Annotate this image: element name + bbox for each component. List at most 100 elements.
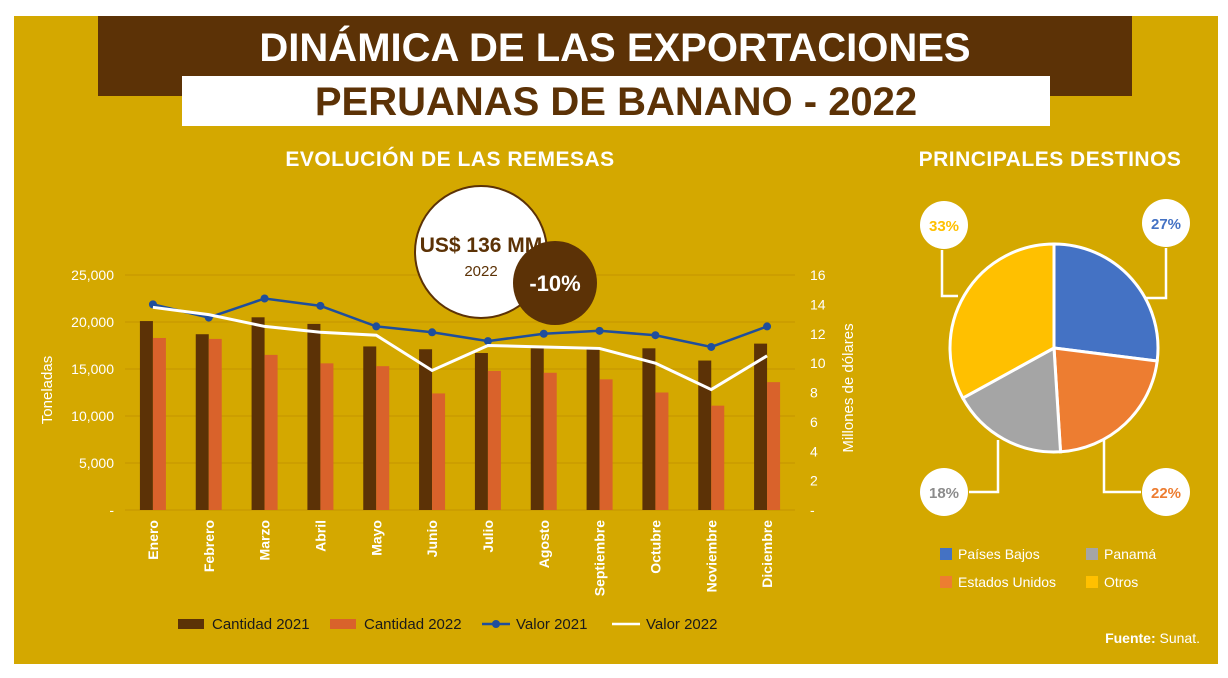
- month-label: Junio: [424, 520, 440, 557]
- bar-cantidad-2021: [139, 321, 153, 510]
- pie-label-badge: [1142, 199, 1190, 247]
- y-axis-title: Toneladas: [39, 356, 56, 424]
- month-label: Abril: [312, 520, 328, 552]
- pie-label-badge: [920, 201, 968, 249]
- pie-legend-swatch: [1086, 576, 1098, 588]
- month-label: Enero: [145, 520, 161, 560]
- point-valor-2021: [316, 301, 325, 310]
- bar-cantidad-2021: [642, 348, 656, 510]
- y-tick-label: 20,000: [71, 314, 114, 330]
- bar-cantidad-2022: [152, 337, 166, 510]
- pie-labels: 27% 22% 18% 33%: [920, 199, 1190, 516]
- callout-year: 2022: [464, 263, 497, 280]
- source-note: Fuente: Sunat.: [1105, 630, 1200, 646]
- callout-value: US$ 136 MM: [420, 234, 543, 257]
- y-tick-label: 25,000: [71, 267, 114, 283]
- month-label: Marzo: [257, 520, 273, 560]
- pie-percent-label: 33%: [929, 218, 959, 235]
- point-valor-2021: [260, 294, 269, 303]
- pie-percent-label: 18%: [929, 485, 959, 502]
- pie-legend-swatch: [1086, 548, 1098, 560]
- line-valor-2021: [152, 297, 768, 349]
- bar-cantidad-2022: [767, 382, 781, 510]
- pie-slice: [1052, 242, 1160, 363]
- bar-cantidad-2022: [376, 366, 390, 510]
- callout-change: -10%: [529, 271, 580, 296]
- bar-cantidad-2021: [195, 334, 209, 510]
- y-tick-label: 15,000: [71, 361, 114, 377]
- month-label: Octubre: [647, 520, 663, 574]
- y2-tick-label: 14: [810, 296, 826, 312]
- point-valor-2021: [595, 326, 604, 335]
- page-title: DINÁMICA DE LAS EXPORTACIONES: [259, 26, 971, 70]
- y2-tick-label: 4: [810, 443, 818, 459]
- legend-swatch: [178, 619, 204, 629]
- point-valor-2021: [763, 322, 772, 331]
- remittances-chart: - 5,000 10,000 15,000 20,000 25,000 - 2 4 6 8 10 12…: [39, 267, 857, 633]
- bar-cantidad-2022: [543, 372, 557, 510]
- pie-legend-label: Otros: [1104, 574, 1138, 590]
- point-valor-2021: [539, 329, 548, 338]
- bar-cantidad-2021: [530, 348, 544, 510]
- pie-percent-label: 22%: [1151, 485, 1181, 502]
- bar-cantidad-2022: [655, 392, 669, 510]
- bar-cantidad-2021: [307, 323, 321, 510]
- pie-connector: [1102, 440, 1141, 494]
- month-label: Mayo: [368, 520, 384, 556]
- bar-cantidad-2022: [208, 338, 222, 510]
- pie-label-badge: [920, 468, 968, 516]
- pie-legend-label: Estados Unidos: [958, 574, 1056, 590]
- point-valor-2021: [651, 331, 660, 340]
- bar-cantidad-2021: [419, 349, 433, 510]
- pie-slice: [960, 345, 1063, 454]
- pie-slice: [1052, 346, 1159, 454]
- total-value-callout: US$ 136 MM 2022 -10%: [414, 185, 597, 325]
- point-valor-2021: [707, 342, 716, 351]
- pie-label-badge: [1142, 468, 1190, 516]
- pie-slice: [948, 242, 1056, 401]
- pie-legend-label: Países Bajos: [958, 546, 1040, 562]
- month-label: Agosto: [536, 520, 552, 568]
- bar-cantidad-2021: [474, 353, 488, 510]
- pie-percent-label: 27%: [1151, 216, 1181, 233]
- bar-cantidad-2021: [586, 349, 600, 510]
- y2-tick-label: 2: [810, 473, 818, 489]
- left-axis-ticks: - 5,000 10,000 15,000 20,000 25,000: [71, 267, 114, 518]
- bar-cantidad-2022: [320, 363, 334, 510]
- bar-cantidad-2021: [251, 317, 265, 510]
- legend-label: Cantidad 2021: [212, 616, 310, 633]
- change-circle: [513, 241, 597, 325]
- pie-legend: Países Bajos Estados Unidos Panamá Otros: [940, 546, 1156, 590]
- pie-connector: [940, 250, 958, 298]
- x-axis-labels: Enero Febrero Marzo Abril Mayo Junio Julio Agos…: [145, 520, 775, 596]
- bar-cantidad-2022: [599, 379, 613, 510]
- source-label: Fuente:: [1105, 630, 1156, 646]
- legend-swatch: [330, 619, 356, 629]
- chart-legend: Cantidad 2021 Cantidad 2022 Valor 2021 Valo…: [178, 616, 717, 633]
- y-tick-label: 10,000: [71, 408, 114, 424]
- y2-tick-label: 8: [810, 385, 818, 401]
- chart-lines: [148, 294, 772, 392]
- bar-cantidad-2022: [432, 393, 446, 510]
- line-valor-2022: [152, 305, 768, 392]
- month-label: Noviembre: [703, 520, 719, 593]
- chart-bars: [139, 317, 781, 510]
- source-text: Sunat.: [1159, 630, 1200, 646]
- point-valor-2021: [483, 337, 492, 346]
- legend-label: Valor 2021: [516, 616, 587, 633]
- page-subtitle: PERUANAS DE BANANO - 2022: [314, 80, 918, 124]
- chart-gridlines: [125, 274, 795, 511]
- bar-cantidad-2021: [698, 360, 712, 510]
- pie-legend-swatch: [940, 576, 952, 588]
- legend-label: Valor 2022: [646, 616, 717, 633]
- y-tick-label: 5,000: [79, 455, 114, 471]
- y2-tick-label: 16: [810, 267, 826, 283]
- destinations-chart-title: PRINCIPALES DESTINOS: [918, 148, 1182, 171]
- y2-tick-label: -: [810, 502, 815, 518]
- month-label: Diciembre: [759, 520, 775, 588]
- legend-marker: [492, 620, 500, 628]
- pie-legend-swatch: [940, 548, 952, 560]
- y2-tick-label: 10: [810, 355, 826, 371]
